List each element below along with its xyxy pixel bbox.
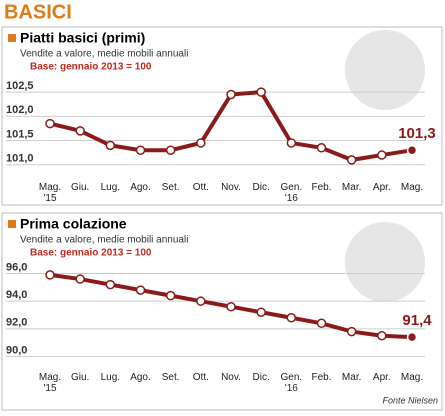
x-tick-label: Mag. '15 <box>38 182 62 204</box>
point <box>75 126 85 136</box>
x-tick-label: Mag. <box>400 182 424 193</box>
bullet <box>8 220 16 228</box>
subtitle: Vendite a valore, medie mobili annuali <box>20 235 188 246</box>
point <box>406 331 418 343</box>
chart-title: Piatti basici (primi) <box>20 30 145 46</box>
note: Base: gennaio 2013 = 100 <box>30 62 152 73</box>
point <box>226 89 236 100</box>
page-title: BASICI <box>4 1 72 23</box>
value-label: 91,4 <box>402 312 432 329</box>
x-tick-label: Lug. <box>100 182 121 193</box>
x-tick-label: Apr. <box>372 372 391 383</box>
point <box>165 145 176 155</box>
x-tick-label: Giu. <box>70 182 90 193</box>
point <box>346 326 357 337</box>
x-tick-label: Nov. <box>221 372 241 383</box>
x-tick-label: Feb. <box>311 182 332 193</box>
x-tick-label: Apr. <box>372 182 391 193</box>
y-tick-label: 90,0 <box>6 344 27 356</box>
x-tick-label: Nov. <box>221 182 241 193</box>
x-tick-label: Giu. <box>70 372 90 383</box>
subtitle: Vendite a valore, medie mobili annuali <box>20 49 188 60</box>
point <box>316 143 327 153</box>
x-tick-label: Mar. <box>341 182 362 193</box>
y-tick-label: 96,0 <box>6 261 27 273</box>
y-tick-label: 101,5 <box>6 128 34 140</box>
chart-title: Prima colazione <box>20 216 127 232</box>
x-tick-label: Dic. <box>252 372 270 383</box>
point <box>135 285 146 295</box>
x-tick-label: Ott. <box>192 182 209 193</box>
point <box>165 290 176 301</box>
point <box>377 150 387 160</box>
icon <box>345 30 425 110</box>
line <box>49 90 413 162</box>
x-tick-label: Set. <box>161 182 180 193</box>
y-tick-label: 92,0 <box>6 317 27 329</box>
point <box>256 307 266 317</box>
y-tick-label: 94,0 <box>6 289 27 301</box>
x-tick-label: Dic. <box>252 182 270 193</box>
note: Base: gennaio 2013 = 100 <box>30 248 152 259</box>
x-tick-label: Ago. <box>130 372 151 383</box>
point <box>256 87 266 97</box>
x-tick-label: Feb. <box>311 372 332 383</box>
point <box>286 138 297 148</box>
x-tick-label: Mar. <box>341 372 362 383</box>
x-tick-label: Set. <box>161 372 180 383</box>
panel <box>1 212 443 411</box>
point <box>135 145 146 155</box>
point <box>75 274 85 284</box>
x-tick-label: Mag. <box>400 372 424 383</box>
x-tick-label: Lug. <box>100 372 121 383</box>
y-tick-label: 101,0 <box>6 153 34 165</box>
point <box>346 155 357 165</box>
point <box>45 118 55 129</box>
point <box>286 313 297 323</box>
y-tick-label: 102,0 <box>6 104 34 116</box>
icon <box>345 222 425 302</box>
point <box>45 270 55 280</box>
x-tick-label: Mag. '15 <box>38 372 62 394</box>
point <box>316 318 327 329</box>
point <box>105 279 116 290</box>
x-tick-label: Ott. <box>192 372 209 383</box>
point <box>196 296 206 306</box>
value-label: 101,3 <box>398 125 436 142</box>
source: Fonte Nielsen <box>382 395 438 405</box>
panel <box>1 26 443 206</box>
point <box>377 330 387 341</box>
point <box>105 140 116 151</box>
x-tick-label: Gen. '16 <box>280 372 303 394</box>
bullet <box>8 34 16 42</box>
y-tick-label: 102,5 <box>6 80 34 92</box>
x-tick-label: Ago. <box>130 182 151 193</box>
point <box>226 301 236 312</box>
point <box>406 144 418 156</box>
x-tick-label: Gen. '16 <box>280 182 303 204</box>
point <box>196 138 206 148</box>
